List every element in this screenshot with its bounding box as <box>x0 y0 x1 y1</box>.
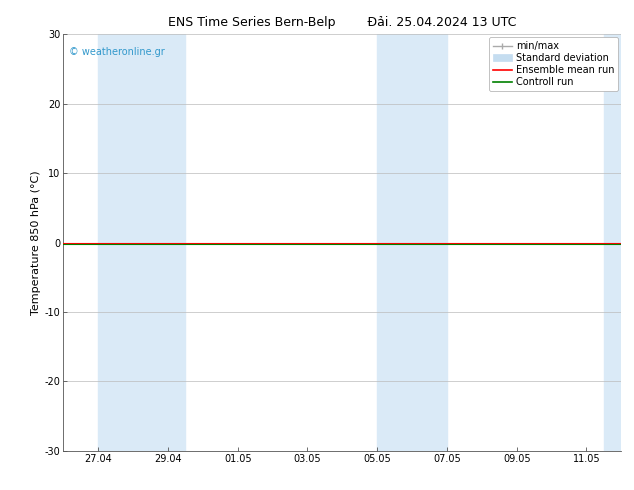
Bar <box>168 34 185 451</box>
Text: © weatheronline.gr: © weatheronline.gr <box>69 47 165 57</box>
Title: ENS Time Series Bern-Belp        Đải. 25.04.2024 13 UTC: ENS Time Series Bern-Belp Đải. 25.04.202… <box>168 16 517 29</box>
Y-axis label: Temperature 850 hPa (°C): Temperature 850 hPa (°C) <box>30 170 41 315</box>
Legend: min/max, Standard deviation, Ensemble mean run, Controll run: min/max, Standard deviation, Ensemble me… <box>489 37 618 91</box>
Bar <box>98 34 168 451</box>
Bar <box>604 34 621 451</box>
Bar <box>429 34 447 451</box>
Bar <box>377 34 430 451</box>
